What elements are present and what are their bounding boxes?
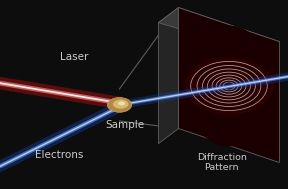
Text: Sample: Sample	[106, 120, 145, 130]
Ellipse shape	[216, 78, 242, 94]
Ellipse shape	[184, 26, 274, 146]
Ellipse shape	[220, 80, 238, 92]
Polygon shape	[158, 8, 279, 53]
Ellipse shape	[225, 82, 233, 90]
Ellipse shape	[223, 82, 235, 90]
Ellipse shape	[184, 57, 274, 115]
Ellipse shape	[118, 101, 125, 105]
Ellipse shape	[197, 65, 261, 107]
Ellipse shape	[207, 72, 251, 100]
Ellipse shape	[107, 98, 132, 112]
Polygon shape	[158, 8, 179, 144]
Ellipse shape	[202, 69, 255, 103]
Text: Laser: Laser	[60, 52, 89, 62]
Ellipse shape	[113, 100, 128, 109]
Polygon shape	[179, 8, 279, 163]
Ellipse shape	[191, 61, 267, 111]
Ellipse shape	[212, 75, 246, 97]
Text: Electrons: Electrons	[35, 150, 83, 160]
Text: Diffraction
Pattern: Diffraction Pattern	[197, 153, 247, 172]
Ellipse shape	[226, 84, 232, 88]
